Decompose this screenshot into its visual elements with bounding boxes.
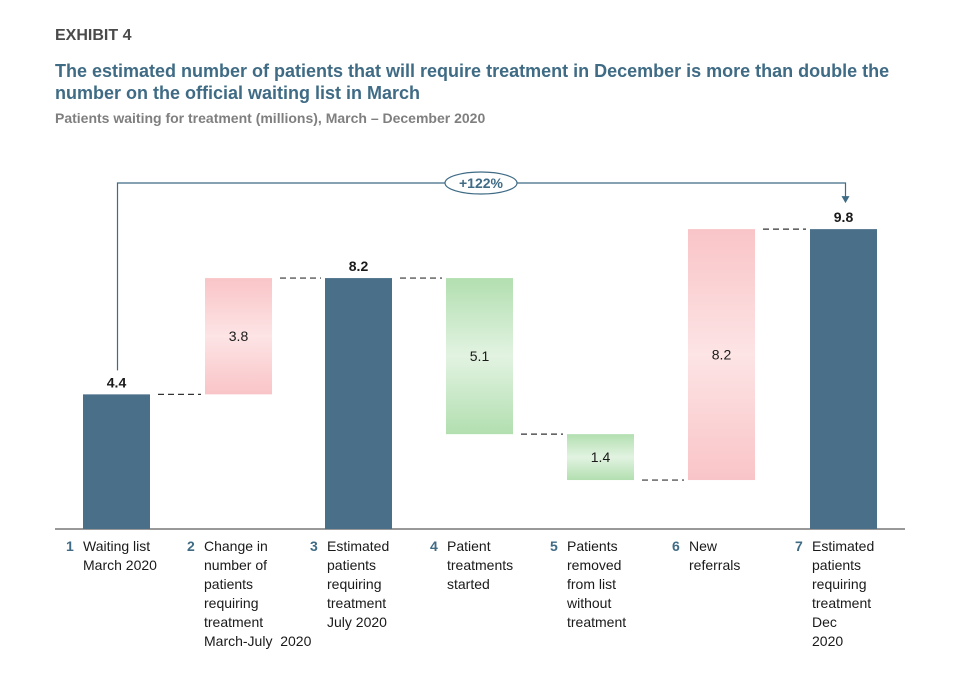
category-label: Estimated patients requiring treatment July … (327, 538, 390, 630)
bar-6 (688, 229, 755, 481)
category-number: 1 (66, 538, 74, 554)
growth-badge-text: +122% (459, 175, 504, 191)
category-label: Change in number of patients requiring treat… (204, 538, 312, 649)
category-label: Estimated patients requiring treatment Dec 20… (812, 538, 875, 649)
bar-5 (567, 434, 634, 481)
chart-title: The estimated number of patients that wi… (55, 61, 890, 103)
exhibit-label: EXHIBIT 4 (55, 27, 132, 44)
bar-1 (83, 394, 150, 529)
chart-subtitle: Patients waiting for treatment (millions… (55, 110, 486, 126)
category-label: Patients removed from list without treatment (567, 538, 627, 630)
category-number: 2 (187, 538, 195, 554)
category-label: Patient treatments started (447, 538, 514, 592)
data-label-2: 3.8 (229, 328, 249, 344)
category-number: 6 (672, 538, 680, 554)
growth-arrow-head (841, 196, 850, 204)
data-label-4: 5.1 (470, 348, 490, 364)
data-label-7: 9.8 (834, 209, 854, 225)
category-label: Waiting list March 2020 (83, 538, 157, 573)
bar-3 (325, 278, 392, 529)
category-number: 3 (310, 538, 318, 554)
bar-7 (810, 229, 877, 529)
data-label-6: 8.2 (712, 347, 732, 363)
category-number: 7 (795, 538, 803, 554)
category-number: 4 (430, 538, 438, 554)
bar-4 (446, 278, 513, 435)
category-number: 5 (550, 538, 558, 554)
category-label: New referrals (689, 538, 741, 573)
bar-2 (205, 278, 272, 395)
data-label-5: 1.4 (591, 449, 611, 465)
data-label-1: 4.4 (107, 374, 127, 390)
data-label-3: 8.2 (349, 258, 369, 274)
growth-badge (444, 171, 518, 195)
